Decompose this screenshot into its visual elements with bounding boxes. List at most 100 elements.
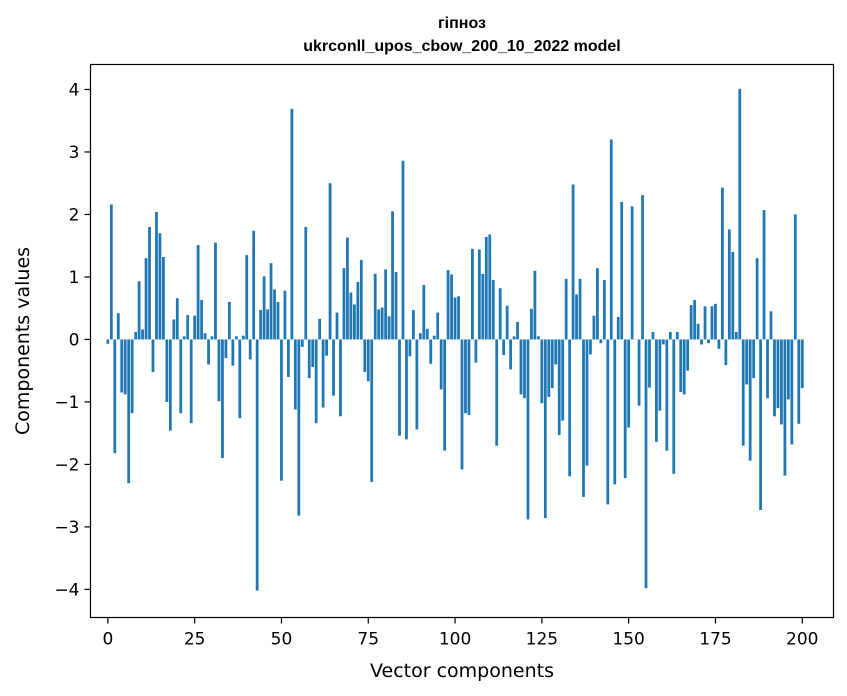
x-axis-ticks: 0 25 50 75 100 125 150 175 200: [102, 617, 818, 650]
bar: [710, 306, 714, 340]
bar: [342, 268, 346, 340]
bar: [707, 339, 710, 344]
bar: [186, 315, 190, 340]
bar: [800, 339, 804, 389]
bar: [578, 278, 582, 340]
bar: [266, 309, 269, 340]
bar: [793, 214, 797, 340]
bar: [748, 339, 752, 461]
bar: [203, 333, 207, 340]
bar: [273, 289, 276, 340]
bar: [609, 139, 613, 340]
bar: [620, 201, 624, 340]
bar: [255, 339, 259, 591]
bar: [627, 339, 631, 428]
bar: [200, 300, 203, 340]
bar: [460, 339, 464, 470]
bar: [512, 336, 516, 340]
y-tick-label: −3: [54, 518, 79, 538]
bar: [120, 339, 124, 393]
bar: [606, 339, 610, 505]
bar: [193, 315, 197, 340]
bar: [405, 339, 408, 440]
bar: [696, 323, 700, 340]
bar: [561, 339, 565, 421]
bar: [623, 339, 627, 479]
bar: [547, 339, 551, 397]
x-tick-label: 175: [699, 630, 731, 650]
bar: [672, 339, 676, 474]
bar: [530, 308, 533, 340]
bar: [346, 237, 349, 340]
x-tick-label: 0: [102, 630, 113, 650]
bar: [335, 312, 339, 340]
bar: [363, 339, 367, 372]
x-axis-label: Vector components: [370, 660, 554, 682]
bar: [481, 273, 485, 340]
bar: [179, 339, 183, 414]
x-tick-label: 100: [439, 630, 471, 650]
bar: [425, 328, 429, 340]
bar: [780, 339, 783, 425]
x-tick-label: 50: [271, 630, 293, 650]
bar: [130, 339, 134, 414]
bar: [165, 339, 169, 402]
bar: [144, 258, 148, 340]
bar: [491, 280, 495, 340]
x-tick-label: 125: [526, 630, 558, 650]
bar: [675, 331, 679, 340]
bar: [172, 319, 176, 340]
bar: [252, 230, 256, 340]
bar: [745, 339, 749, 385]
bar: [589, 339, 592, 355]
bar: [175, 298, 179, 340]
bar: [182, 336, 186, 340]
bar: [311, 339, 315, 367]
bar: [734, 331, 738, 340]
bar: [387, 316, 391, 340]
bar: [502, 339, 506, 356]
bar: [536, 336, 540, 340]
bar: [731, 251, 735, 340]
bar: [446, 270, 450, 340]
bar: [141, 329, 144, 340]
bar: [384, 269, 388, 340]
bar: [155, 211, 158, 340]
bar: [422, 285, 426, 340]
bar: [488, 234, 492, 340]
bar: [679, 339, 683, 392]
bar: [741, 339, 745, 446]
bar: [332, 339, 335, 396]
bar: [568, 339, 572, 477]
bar: [134, 331, 138, 340]
bar: [328, 183, 332, 340]
x-tick-label: 75: [357, 630, 379, 650]
bar: [370, 339, 374, 482]
bar: [783, 339, 787, 476]
bar: [224, 339, 228, 359]
bar: [668, 331, 672, 340]
bar: [721, 187, 724, 340]
bar: [533, 270, 537, 340]
bar: [797, 339, 801, 424]
bar: [575, 294, 578, 340]
bar: [644, 339, 648, 589]
bar: [484, 236, 488, 340]
bar: [571, 184, 575, 340]
bar: [596, 268, 599, 340]
bar: [325, 339, 328, 356]
bar: [349, 292, 353, 340]
bar: [283, 290, 287, 340]
bar: [290, 108, 294, 340]
chart-title-line2: ukrconll_upos_cbow_200_10_2022 model: [303, 38, 620, 55]
bar: [682, 339, 686, 395]
bar: [380, 307, 384, 340]
bar: [116, 313, 120, 340]
bar: [245, 255, 249, 340]
bar: [655, 339, 658, 442]
bar: [665, 339, 669, 451]
bar: [714, 303, 717, 340]
bar: [207, 339, 210, 365]
bar: [339, 339, 342, 417]
bar: [238, 339, 242, 419]
